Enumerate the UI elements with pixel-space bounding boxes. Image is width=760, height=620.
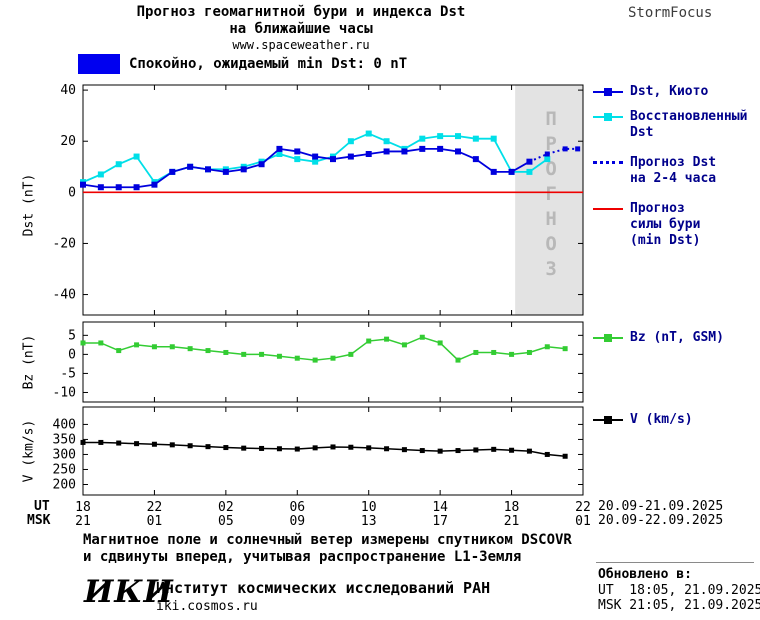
legend-label-dst-kyoto: Dst, Киото [630, 84, 709, 99]
v-line-swatch-icon [593, 416, 623, 424]
page-subtitle: на ближайшие часы [229, 21, 373, 37]
ut-tick-label: 14 [432, 500, 448, 515]
v-plot-border [82, 406, 584, 496]
ut-tick-label: 22 [575, 500, 591, 515]
ut-tick-label: 06 [289, 500, 305, 515]
msk-tick-label: 09 [289, 514, 305, 529]
iki-logo: ИКИ [84, 574, 174, 610]
ut-tick-label: 02 [218, 500, 234, 515]
y-tick-label: 5 [68, 328, 76, 343]
y-tick-label: -10 [53, 385, 76, 400]
ut-axis-label: UT [34, 499, 50, 514]
page-title: Прогноз геомагнитной бури и индекса Dst [136, 4, 466, 20]
v-axis-label: V (km/s) [21, 419, 37, 483]
institute-name: Институт космических исследований РАН [156, 579, 491, 597]
updated-label: Обновлено в: [598, 567, 692, 582]
y-tick-label: 300 [53, 447, 76, 462]
forecast-region-label: О [545, 158, 556, 180]
series-v [83, 441, 566, 458]
msk-tick-label: 17 [432, 514, 448, 529]
series-bz [83, 336, 566, 361]
msk-tick-label: 01 [575, 514, 591, 529]
msk-tick-label: 01 [147, 514, 163, 529]
forecast-region-label: З [545, 258, 556, 280]
msk-tick-label: 21 [75, 514, 91, 529]
updated-time-msk: MSK 21:05, 21.09.2025 [598, 598, 760, 613]
y-tick-label: 0 [68, 347, 76, 362]
y-tick-label: 400 [53, 417, 76, 432]
app-name: StormFocus [628, 5, 713, 21]
y-tick-label: -5 [60, 366, 76, 381]
forecast-region [515, 85, 583, 315]
ut-tick-label: 10 [361, 500, 377, 515]
legend-label-storm-forecast: Прогноз силы бури (min Dst) [630, 201, 701, 248]
y-tick-label: 40 [60, 83, 76, 98]
dst-forecast-dotted-line-swatch-icon [593, 161, 623, 164]
forecast-region-label: Н [545, 208, 556, 230]
y-tick-label: -40 [53, 288, 76, 303]
forecast-region-label: О [545, 233, 556, 255]
updated-divider [596, 562, 754, 563]
forecast-region-label: Р [545, 133, 556, 155]
legend-item-storm-forecast: Прогноз силы бури (min Dst) [593, 201, 758, 249]
ut-date-range: 20.09-21.09.2025 [598, 499, 724, 514]
msk-tick-label: 21 [504, 514, 520, 529]
legend-item-dst-kyoto: Dst, Киото [593, 84, 758, 100]
legend-label-dst-forecast: Прогноз Dst на 2-4 часа [630, 155, 717, 186]
footnote-line2: и сдвинуты вперед, учитывая распростране… [83, 549, 522, 565]
storm-status-text: Спокойно, ожидаемый min Dst: 0 nT [129, 56, 408, 72]
legend-item-bz: Bz (nT, GSM) [593, 330, 758, 346]
bz-plot-border [82, 321, 584, 403]
source-site-url: www.spaceweather.ru [232, 38, 370, 52]
dst-restored-line-swatch-icon [593, 113, 623, 121]
msk-tick-label: 05 [218, 514, 234, 529]
legend-label-v: V (km/s) [630, 412, 693, 427]
storm-forecast-line-swatch-icon [593, 208, 623, 210]
quiet-level-swatch [78, 54, 120, 74]
ut-tick-label: 18 [504, 500, 520, 515]
dst-axis-label: Dst (nT) [21, 173, 37, 237]
msk-axis-label: MSK [27, 513, 51, 528]
y-tick-label: 20 [60, 134, 76, 149]
dst-kyoto-line-swatch-icon [593, 88, 623, 96]
ut-tick-label: 22 [147, 500, 163, 515]
iki-site-url: iki.cosmos.ru [156, 599, 258, 614]
legend-item-dst-forecast: Прогноз Dst на 2-4 часа [593, 155, 758, 187]
forecast-region-label: П [545, 108, 556, 130]
footnote-line1: Магнитное поле и солнечный ветер измерен… [83, 532, 572, 548]
page-header: Прогноз геомагнитной бури и индекса Dst … [56, 4, 546, 53]
y-tick-label: 0 [68, 185, 76, 200]
storm-status-row: Спокойно, ожидаемый min Dst: 0 nT [78, 54, 407, 74]
updated-time-ut: UT 18:05, 21.09.2025 [598, 583, 760, 598]
legend-item-dst-restored: Восстановленный Dst [593, 109, 758, 141]
legend-label-bz: Bz (nT, GSM) [630, 330, 724, 345]
forecast-region-label: Г [545, 183, 556, 205]
ut-tick-label: 18 [75, 500, 91, 515]
y-tick-label: 250 [53, 462, 76, 477]
bz-line-swatch-icon [593, 334, 623, 342]
y-tick-label: 200 [53, 477, 76, 492]
dst-plot-border [82, 84, 584, 316]
legend-label-dst-restored: Восстановленный Dst [630, 109, 748, 140]
bz-axis-label: Bz (nT) [21, 334, 37, 390]
series-dst_kyoto [82, 147, 530, 189]
legend-item-v: V (km/s) [593, 412, 758, 428]
msk-date-range: 20.09-22.09.2025 [598, 513, 724, 528]
y-tick-label: -20 [53, 236, 76, 251]
y-tick-label: 350 [53, 432, 76, 447]
msk-tick-label: 13 [361, 514, 377, 529]
